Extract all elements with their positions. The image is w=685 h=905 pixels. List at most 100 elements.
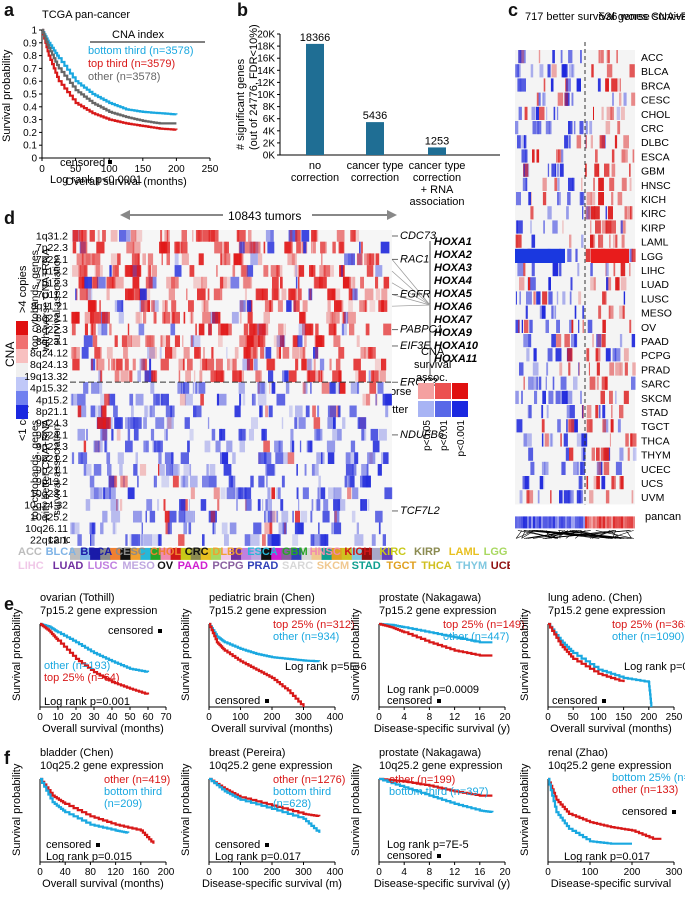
panel-d-heatmap-cell [250,241,256,254]
panel-d-heatmap-cell [239,311,242,324]
panel-d-heatmap-cell [147,253,154,266]
panel-c-heatmap-cell [619,447,624,461]
km-e4-xtick-label: 50 [568,712,580,723]
panel-a-ytick-label: 0.2 [23,128,37,139]
cytoband-label: 22q12.1 [30,535,68,547]
panel-c-heatmap-cell [566,405,570,419]
panel-d-heatmap-cell [123,347,128,359]
panel-c-pancan-cell [525,516,527,529]
panel-c-heatmap-cell [530,277,536,291]
km-e2-title: pediatric brain (Chen) [209,592,315,604]
panel-c-cancer-label: KIRC [641,208,667,220]
km-e1-xtick-label: 0 [37,712,43,723]
panel-d-heatmap-cell [297,335,303,347]
cytoband-label: 8q24.13 [30,359,68,371]
panel-d-heatmap-cell [226,323,232,336]
panel-d-heatmap-cell [381,452,383,464]
panel-c-heatmap-cell [573,461,579,475]
panel-d-heatmap-cell [140,358,147,371]
panel-d-heatmap-cell [352,487,359,500]
km-f3-subtitle: 10q25.2 gene expression [379,760,503,772]
cytoband-label: 7p22.3 [36,242,68,254]
panel-d-heatmap-cell [320,241,327,254]
panel-c-heatmap-cell [564,135,569,149]
km-f1-xtick-label: 0 [37,867,43,878]
panel-d-heatmap-cell [114,370,120,383]
panel-c-heatmap-cell [595,220,601,234]
panel-d-heatmap-cell [303,382,308,394]
panel-d-heatmap-cell [333,487,342,500]
panel-c-heatmap-cell [518,50,522,64]
panel-d-heatmap-cell [364,288,374,301]
panel-d-heatmap-cell [266,358,275,371]
panel-c-heatmap-cell [557,192,559,206]
panel-d-heatmap-cell [180,241,183,254]
panel-d-heatmap-cell [324,534,326,546]
panel-d-heatmap-cell [183,522,188,535]
panel-d-heatmap-cell [151,534,159,546]
panel-d-heatmap-cell [282,370,289,383]
cancer-type-bar-segment [70,547,81,560]
panel-d-heatmap-cell [215,358,223,371]
hox-gene-label: HOXA6 [434,301,473,313]
panel-d-heatmap-cell [288,288,296,301]
panel-d-heatmap-cell [350,440,356,453]
cancer-type-legend-prad: PRAD [247,560,278,572]
km-f3-xtick-label: 16 [474,867,486,878]
panel-d-heatmap-cell [259,288,266,301]
panel-c-heatmap-cell [576,433,583,447]
panel-d-heatmap-cell [265,499,268,511]
panel-d-heatmap-cell [244,499,247,511]
panel-d-heatmap-cell [209,510,216,523]
panel-d-heatmap-cell [90,276,98,289]
panel-d-heatmap-cell [183,464,191,476]
panel-c-heatmap-cell [521,135,525,149]
panel-c-heatmap-cell [535,106,539,120]
panel-d-heatmap-cell [304,335,307,347]
panel-d-heatmap-cell [327,452,335,464]
km-f2-legend-entry: other (n=1276) [273,774,345,786]
panel-d-heatmap-cell [166,276,175,289]
km-e1-censored-label: censored [108,625,153,637]
panel-d-heatmap-cell [347,311,356,324]
panel-d-heatmap-cell [171,276,179,289]
km-f4-xtick-label: 0 [545,867,551,878]
km-e3-xtick-label: 8 [427,712,433,723]
panel-c-heatmap-cell [552,263,559,277]
panel-d-heatmap-cell [159,534,162,546]
panel-d-heatmap-cell [86,428,88,441]
panel-d-heatmap-cell [261,288,268,301]
assoc-legend-title-3: assoc. [416,372,448,384]
panel-d-heatmap-cell [116,358,123,371]
panel-c-pancan-cell [549,516,551,529]
panel-c-heatmap-cell [538,50,541,64]
km-f4-ylabel: Survival probability [519,763,531,856]
km-f1-xtick-label: 160 [132,867,149,878]
cancer-type-legend-paad: PAAD [178,560,208,572]
panel-c-pancan-cell [587,516,589,529]
panel-d-heatmap-cell [280,499,284,511]
panel-a-legend-entry: bottom third (n=3578) [88,45,193,57]
panel-c-heatmap-cell [578,476,583,490]
gene-label: TCF7L2 [400,505,440,517]
panel-d-heatmap-cell [327,288,336,301]
worse-group-label-line: top cytobands, genes [29,250,41,350]
km-f1-series-line [40,777,130,834]
panel-c-heatmap-cell [610,106,614,120]
panel-d-heatmap-cell [305,405,310,418]
panel-c-pancan-cell [553,516,555,529]
panel-d-heatmap-cell [368,370,371,383]
panel-c-heatmap-cell [601,106,604,120]
panel-d-heatmap-cell [179,499,186,511]
gene-label: NDUFB6 [400,429,445,441]
panel-d-heatmap-cell [104,393,110,406]
panel-d-heatmap-cell [133,428,139,441]
panel-d-heatmap-cell [292,347,300,359]
panel-d-heatmap-cell [176,241,183,254]
panel-c-heatmap-cell [569,447,574,461]
panel-c-heatmap-cell [574,334,578,348]
panel-c-heatmap-cell [609,234,611,248]
panel-c-heatmap-cell [571,319,574,333]
panel-d-heatmap-cell [78,452,88,464]
panel-c-heatmap-cell [579,121,584,135]
